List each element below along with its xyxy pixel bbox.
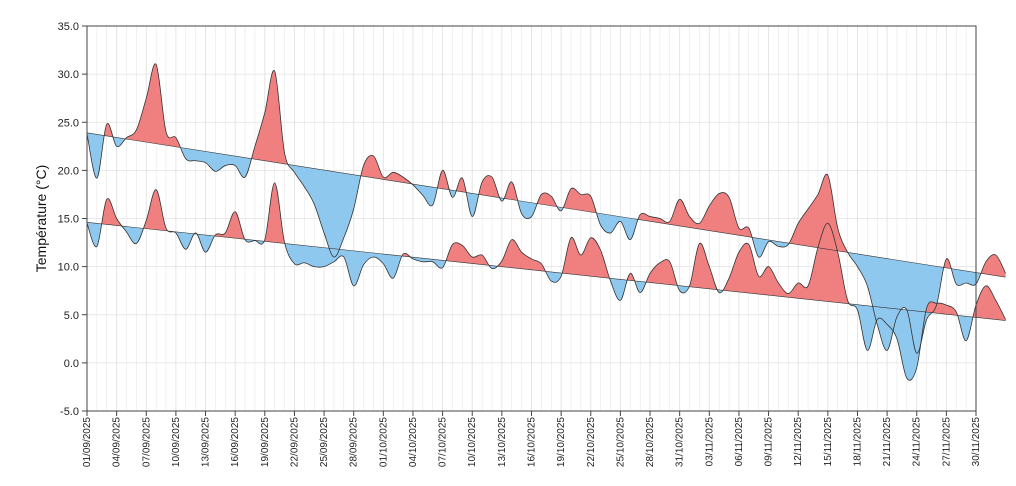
x-tick-label: 25/10/2025	[615, 417, 626, 467]
x-tick-label: 24/11/2025	[912, 417, 923, 467]
x-tick-label: 25/09/2025	[319, 417, 330, 467]
min-normal-line	[86, 222, 1006, 321]
x-tick-label: 28/09/2025	[349, 417, 360, 467]
x-tick-label: 12/11/2025	[793, 417, 804, 467]
y-tick-label: 15.0	[58, 214, 79, 226]
min-series-line	[86, 182, 1006, 381]
x-tick-label: 01/10/2025	[378, 417, 389, 467]
anomaly-areas	[87, 63, 1006, 381]
max-normal-line	[86, 132, 1006, 278]
x-tick-label: 10/10/2025	[467, 417, 478, 467]
x-tick-label: 13/10/2025	[497, 417, 508, 467]
y-tick-label: 25.0	[58, 117, 79, 129]
x-tick-label: 27/11/2025	[941, 417, 952, 467]
x-tick-label: 01/09/2025	[82, 417, 93, 467]
x-tick-label: 04/09/2025	[112, 417, 123, 467]
grid	[86, 25, 977, 412]
y-tick-label: 10.0	[58, 262, 79, 274]
max-above-normal-area	[87, 63, 1006, 278]
x-tick-label: 10/09/2025	[171, 417, 182, 467]
y-tick-label: -5.0	[60, 406, 79, 418]
x-tick-label: 30/11/2025	[971, 417, 982, 467]
y-tick-label: 35.0	[58, 21, 79, 33]
x-tick-label: 21/11/2025	[882, 417, 893, 467]
x-tick-label: 07/10/2025	[438, 417, 449, 467]
max-series-line	[86, 63, 1006, 354]
x-tick-label: 28/10/2025	[645, 417, 656, 467]
x-tick-label: 13/09/2025	[201, 417, 212, 467]
x-tick-label: 06/11/2025	[734, 417, 745, 467]
x-tick-label: 16/09/2025	[230, 417, 241, 467]
x-tick-label: 15/11/2025	[823, 417, 834, 467]
x-axis: 01/09/2025 04/09/2025 07/09/2025 10/09/2025…	[82, 411, 982, 467]
x-tick-label: 31/10/2025	[675, 417, 686, 467]
x-tick-label: 18/11/2025	[852, 417, 863, 467]
series-lines	[86, 63, 1006, 381]
x-tick-label: 07/09/2025	[141, 417, 152, 467]
x-tick-label: 19/10/2025	[556, 417, 567, 467]
x-tick-label: 22/10/2025	[586, 417, 597, 467]
x-tick-label: 03/11/2025	[704, 417, 715, 467]
x-tick-label: 16/10/2025	[527, 417, 538, 467]
y-tick-label: 0.0	[64, 358, 79, 370]
y-axis: 35.0 30.0 25.0 20.0 15.0 10.0 5.0 0.0 -5.0	[58, 21, 87, 418]
y-tick-label: 20.0	[58, 165, 79, 177]
y-tick-label: 5.0	[64, 310, 79, 322]
x-tick-label: 22/09/2025	[289, 417, 300, 467]
x-tick-label: 19/09/2025	[260, 417, 271, 467]
y-tick-label: 30.0	[58, 69, 79, 81]
x-tick-label: 09/11/2025	[764, 417, 775, 467]
min-above-normal-area	[87, 182, 1006, 321]
y-axis-title: Température (°C)	[33, 165, 49, 273]
x-tick-label: 04/10/2025	[408, 417, 419, 467]
